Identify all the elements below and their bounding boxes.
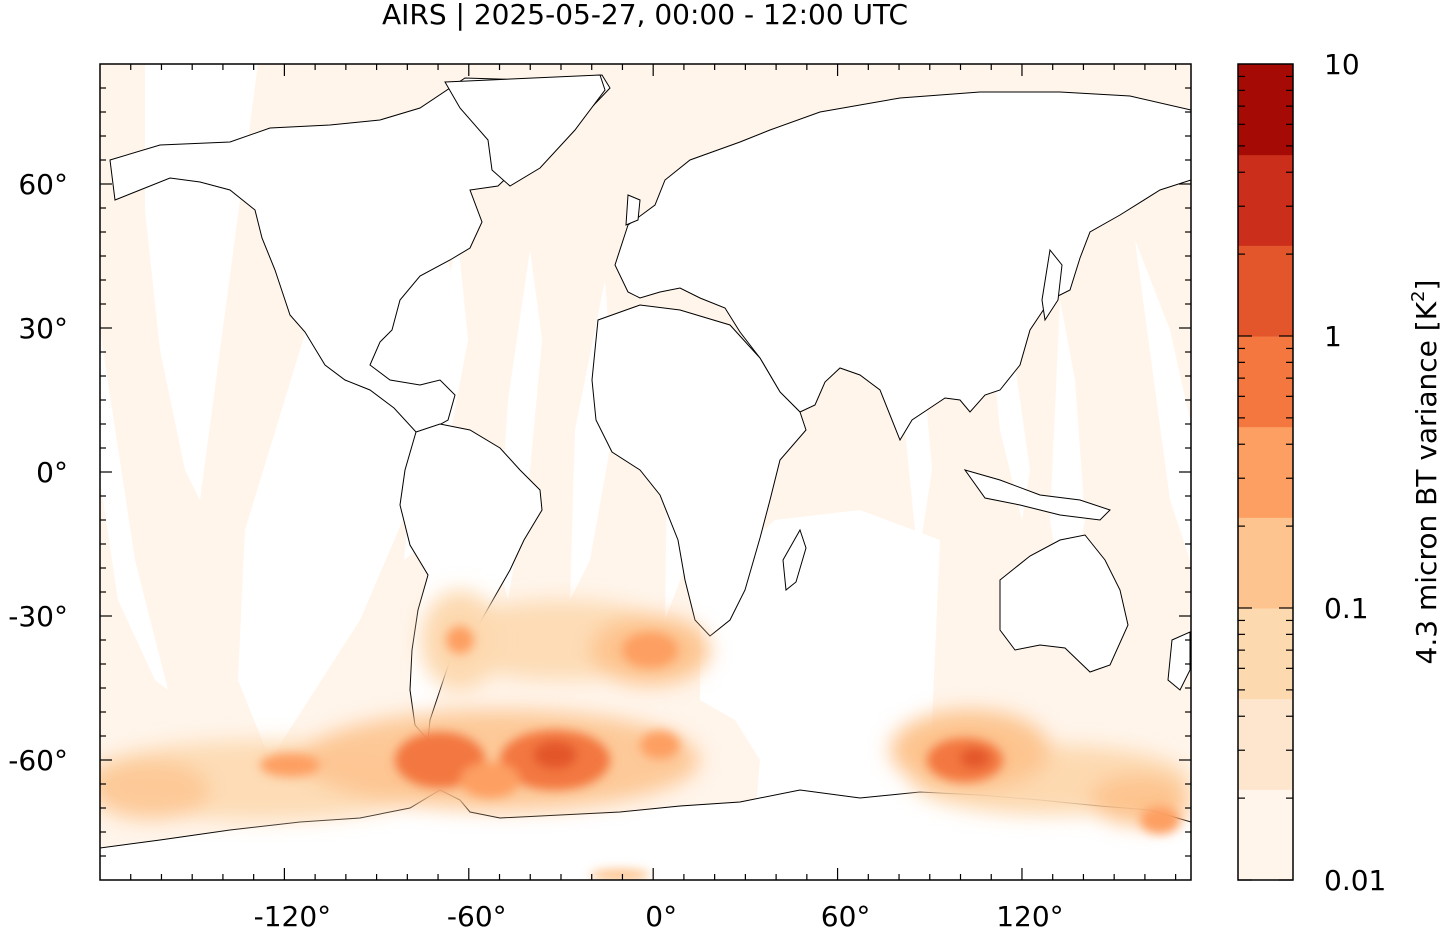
colorbar-band: [1238, 426, 1293, 518]
new-zealand: [1167, 631, 1191, 691]
colorbar-band: [1238, 154, 1293, 246]
map-title: AIRS | 2025-05-27, 00:00 - 12:00 UTC: [381, 0, 909, 31]
british-isles: [625, 194, 641, 226]
colorbar-band: [1238, 336, 1293, 428]
colorbar-tick-label: 0.1: [1324, 592, 1369, 625]
colorbar-band: [1238, 517, 1293, 609]
y-tick-label: 0°: [36, 456, 68, 489]
y-tick-label: 60°: [18, 168, 68, 201]
y-tick-label: -30°: [8, 600, 68, 633]
australia: [999, 534, 1129, 673]
map-panel: -120° -60° 0° 60° 120° 60° 30° 0° -30° -60°: [8, 63, 1192, 930]
y-tick-label: 30°: [18, 312, 68, 345]
x-tick-label: 60°: [821, 900, 871, 930]
colorbar-tick-labels: 0.01 0.1 1 10: [1324, 48, 1386, 897]
x-tick-label: -60°: [447, 900, 507, 930]
map-ticks: [100, 64, 1191, 880]
africa: [591, 304, 807, 637]
north-america: [109, 74, 611, 433]
y-tick-label: -60°: [8, 744, 68, 777]
colorbar-band: [1238, 64, 1293, 156]
colorbar-bands: [1238, 64, 1293, 881]
colorbar-band: [1238, 698, 1293, 790]
madagascar: [782, 528, 807, 591]
colorbar-ticks: [1238, 75, 1293, 881]
greenland: [444, 74, 606, 187]
colorbar-band: [1238, 245, 1293, 337]
colorbar-tick-label: 1: [1324, 320, 1342, 353]
x-tick-label: 0°: [645, 900, 677, 930]
japan: [1041, 248, 1063, 322]
land-areas: [100, 74, 1191, 880]
colorbar-band: [1238, 789, 1293, 881]
indonesia: [963, 469, 1111, 521]
map-tick-labels: -120° -60° 0° 60° 120° 60° 30° 0° -30° -60°: [8, 168, 1063, 930]
x-tick-label: 120°: [996, 900, 1063, 930]
colorbar-tick-label: 0.01: [1324, 864, 1386, 897]
colorbar-band: [1238, 608, 1293, 700]
variance-field: [100, 590, 1190, 825]
variance-peaks: [260, 626, 1180, 880]
colorbar-frame: [1237, 63, 1294, 881]
x-tick-label: -120°: [254, 900, 332, 930]
eurasia: [614, 91, 1191, 442]
colorbar-label: 4.3 micron BT variance [K2]: [1408, 280, 1442, 665]
colorbar-tick-label: 10: [1324, 48, 1360, 81]
